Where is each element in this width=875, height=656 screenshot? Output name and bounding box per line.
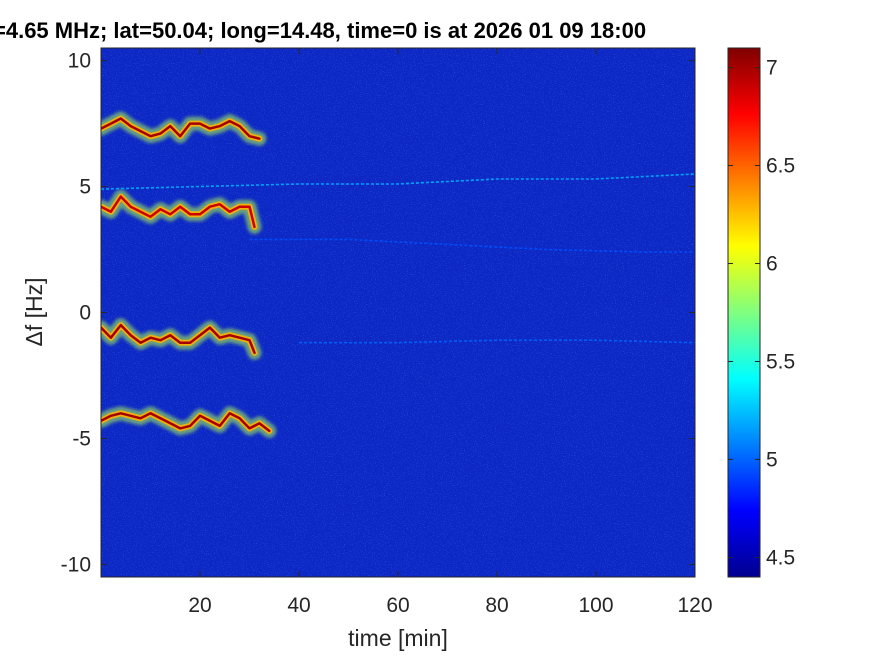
colorbar-tick-label: 4.5: [766, 546, 795, 569]
trace-4: [101, 173, 695, 190]
trace-6: [299, 339, 695, 344]
x-tick-label: 20: [188, 594, 211, 617]
colorbar-tick-label: 5: [766, 448, 778, 471]
x-tick-label: 60: [386, 594, 409, 617]
y-tick-label: 10: [68, 50, 91, 73]
trace-0: [101, 117, 261, 140]
trace-1: [101, 195, 256, 229]
chart-title: =4.65 MHz; lat=50.04; long=14.48, time=0…: [0, 18, 646, 43]
colorbar-tick-label: 6.5: [766, 155, 795, 178]
colorbar: 4.5 5 5.5 6 6.5 7: [727, 47, 795, 578]
y-tick-label: -10: [61, 553, 91, 576]
y-tick-label: -5: [72, 427, 91, 450]
x-tick-label: 80: [485, 594, 508, 617]
x-axis-label: time [min]: [348, 625, 448, 651]
trace-2: [101, 323, 256, 355]
trace-5: [249, 238, 695, 253]
colorbar-gradient: [727, 47, 761, 578]
colorbar-tick-label: 6: [766, 253, 778, 276]
y-tick-label: 0: [79, 302, 91, 325]
plot-area: [100, 47, 696, 578]
noise-texture: [101, 48, 695, 577]
x-tick-label: 100: [578, 594, 613, 617]
trace-3: [101, 412, 271, 433]
colorbar-tick-label: 7: [766, 57, 778, 80]
x-tick-label: 40: [287, 594, 310, 617]
y-tick-label: 5: [79, 176, 91, 199]
y-axis-label: Δf [Hz]: [21, 277, 47, 346]
colorbar-tick-label: 5.5: [766, 350, 795, 373]
x-tick-label: 120: [677, 594, 712, 617]
